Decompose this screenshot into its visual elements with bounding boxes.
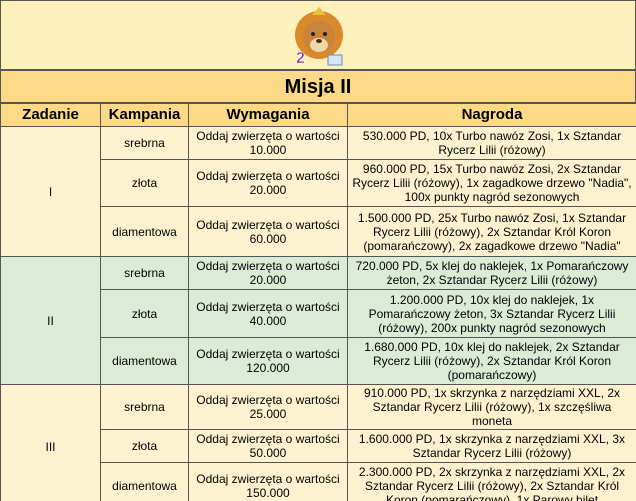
reward-cell: 1.680.000 PD, 10x klej do naklejek, 2x S… [347,337,636,385]
column-header: Nagroda [347,103,636,127]
campaign-cell: diamentowa [100,337,189,385]
requirement-cell: Oddaj zwierzęta o wartości 120.000 [188,337,348,385]
campaign-cell: srebrna [100,126,189,160]
campaign-cell: złota [100,159,189,207]
campaign-cell: złota [100,289,189,338]
requirement-cell: Oddaj zwierzęta o wartości 60.000 [188,206,348,257]
reward-cell: 910.000 PD, 1x skrzynka z narzędziami XX… [347,384,636,430]
table-row: III srebrna Oddaj zwierzęta o wartości 25.… [0,384,636,501]
column-header: Kampania [100,103,189,127]
reward-cell: 1.500.000 PD, 25x Turbo nawóz Zosi, 1x S… [347,206,636,257]
lion-icon: 2 [295,7,343,67]
reward-cell: 1.200.000 PD, 10x klej do naklejek, 1x P… [347,289,636,338]
task-cell: III [0,384,101,501]
table-row: złota Oddaj zwierzęta o wartości 20.000 96… [1,159,636,207]
reward-cell: 1.600.000 PD, 1x skrzynka z narzędziami … [347,429,636,463]
column-header: Zadanie [0,103,101,127]
requirement-cell: Oddaj zwierzęta o wartości 150.000 [188,462,348,501]
requirement-cell: Oddaj zwierzęta o wartości 10.000 [188,126,348,160]
column-header: Wymagania [188,103,348,127]
table-row: złota Oddaj zwierzęta o wartości 50.000 1.… [1,429,636,463]
reward-cell: 720.000 PD, 5x klej do naklejek, 1x Poma… [347,256,636,290]
title: Misja II [0,69,636,103]
badge: 2 [296,50,305,67]
campaign-cell: srebrna [100,256,189,290]
requirement-cell: Oddaj zwierzęta o wartości 20.000 [188,159,348,207]
campaign-cell: diamentowa [100,462,189,501]
campaign-cell: diamentowa [100,206,189,257]
requirement-cell: Oddaj zwierzęta o wartości 20.000 [188,256,348,290]
table-row: złota Oddaj zwierzęta o wartości 40.000 1.… [1,289,636,338]
reward-cell: 2.300.000 PD, 2x skrzynka z narzędziami … [347,462,636,501]
reward-cell: 530.000 PD, 10x Turbo nawóz Zosi, 1x Szt… [347,126,636,160]
campaign-cell: złota [100,429,189,463]
header-row: Zadanie Kampania Wymagania Nagroda [0,103,636,127]
table-row: diamentowa Oddaj zwierzęta o wartości 60.… [1,206,636,257]
table-row: II srebrna Oddaj zwierzęta o wartości 20.0… [0,256,636,385]
requirement-cell: Oddaj zwierzęta o wartości 40.000 [188,289,348,338]
table-row: diamentowa Oddaj zwierzęta o wartości 120… [1,337,636,385]
task-cell: II [0,256,101,385]
reward-cell: 960.000 PD, 15x Turbo nawóz Zosi, 2x Szt… [347,159,636,207]
table-row: diamentowa Oddaj zwierzęta o wartości 150… [1,462,636,501]
banner: 2 [0,0,636,69]
requirement-cell: Oddaj zwierzęta o wartości 50.000 [188,429,348,463]
task-cell: I [0,126,101,257]
campaign-cell: srebrna [100,384,189,430]
requirement-cell: Oddaj zwierzęta o wartości 25.000 [188,384,348,430]
